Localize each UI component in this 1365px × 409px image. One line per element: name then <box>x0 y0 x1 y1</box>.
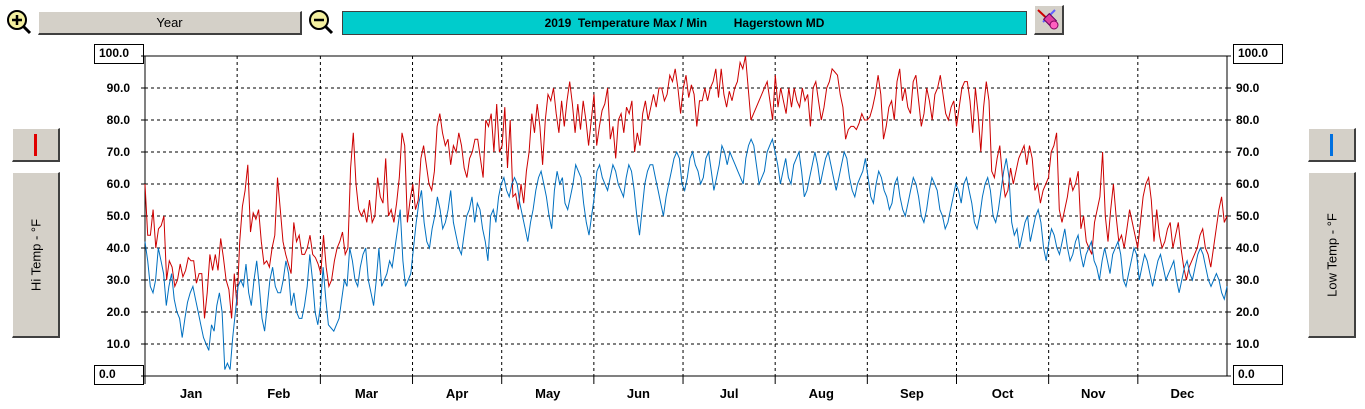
low-temp-axis-button[interactable]: Low Temp - °F <box>1308 172 1356 338</box>
hi-temp-line <box>144 55 1228 319</box>
hi-temp-color-button[interactable] <box>12 128 60 162</box>
range-selector-button[interactable]: Year <box>38 11 302 35</box>
low-temp-swatch <box>1330 134 1333 156</box>
x-tick-label: Mar <box>355 386 378 401</box>
y-tick-label-right: 50.0 <box>1236 209 1260 223</box>
x-tick-label: Apr <box>446 386 468 401</box>
y-tick-label-left: 10.0 <box>107 337 131 351</box>
y-tick-label-right: 30.0 <box>1236 273 1260 287</box>
low-temp-color-button[interactable] <box>1308 128 1356 162</box>
x-tick-label: May <box>535 386 561 401</box>
y-tick-label-right: 60.0 <box>1236 177 1260 191</box>
y-tick-label-left: 60.0 <box>107 177 131 191</box>
y-tick-label-right: 40.0 <box>1236 241 1260 255</box>
y-tick-label-right: 10.0 <box>1236 337 1260 351</box>
y-tick-label-left: 20.0 <box>107 305 131 319</box>
zoom-out-button[interactable] <box>308 9 334 35</box>
y-tick-label-left: 40.0 <box>107 241 131 255</box>
y-tick-label-right: 20.0 <box>1236 305 1260 319</box>
y-tick-label-left: 30.0 <box>107 273 131 287</box>
x-tick-label: Nov <box>1081 386 1106 401</box>
left-ymin-box[interactable]: 0.0 <box>94 365 144 385</box>
y-tick-label-left: 70.0 <box>107 145 131 159</box>
eraser-clear-icon <box>1037 9 1059 30</box>
y-tick-label-left: 50.0 <box>107 209 131 223</box>
x-tick-label: Aug <box>809 386 834 401</box>
y-tick-label-left: 80.0 <box>107 113 131 127</box>
hi-temp-swatch <box>34 134 37 156</box>
x-tick-label: Jul <box>720 386 739 401</box>
y-tick-label-right: 80.0 <box>1236 113 1260 127</box>
zoom-out-magnifier-icon <box>309 10 334 35</box>
range-label: Year <box>156 15 183 30</box>
y-tick-label-right: 70.0 <box>1236 145 1260 159</box>
y-tick-label-left: 90.0 <box>107 81 131 95</box>
x-tick-label: Jan <box>180 386 202 401</box>
x-tick-label: Dec <box>1170 386 1194 401</box>
right-ymax-box[interactable]: 100.0 <box>1233 44 1283 64</box>
low-temp-line <box>144 137 1228 370</box>
x-tick-label: Sep <box>900 386 924 401</box>
clear-button[interactable] <box>1034 5 1064 35</box>
zoom-in-magnifier-icon <box>7 10 32 35</box>
zoom-in-button[interactable] <box>6 9 32 35</box>
x-tick-label: Feb <box>267 386 290 401</box>
x-tick-label: Jun <box>627 386 650 401</box>
right-ymin-box[interactable]: 0.0 <box>1233 365 1283 385</box>
y-tick-label-right: 90.0 <box>1236 81 1260 95</box>
left-ymax-box[interactable]: 100.0 <box>94 44 144 64</box>
hi-temp-axis-button[interactable]: Hi Temp - °F <box>12 172 60 338</box>
chart-title: 2019 Temperature Max / Min Hagerstown MD <box>342 11 1027 35</box>
x-tick-label: Oct <box>992 386 1014 401</box>
